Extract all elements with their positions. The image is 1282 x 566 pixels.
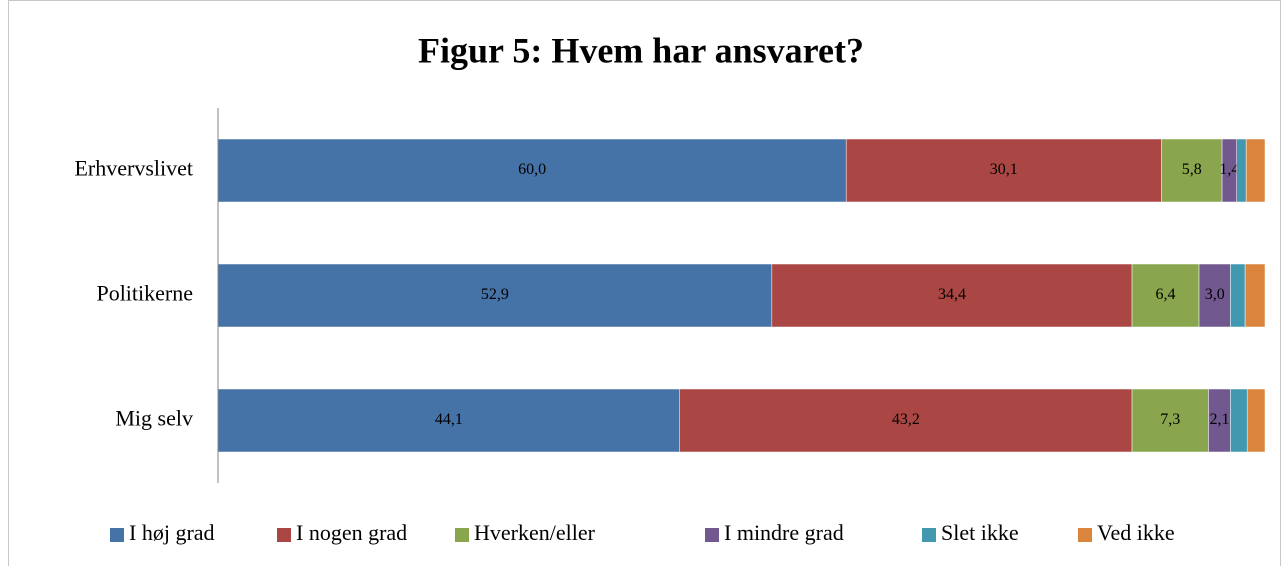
bar-segment (1245, 138, 1266, 203)
bar-segment (1244, 263, 1266, 328)
bar-segment (1230, 263, 1246, 328)
category-label: Erhvervslivet (74, 156, 193, 181)
bar-segment (1131, 263, 1200, 328)
category-label: Politikerne (96, 281, 193, 306)
bar-segment (1246, 388, 1266, 453)
chart-title: Figur 5: Hvem har ansvaret? (418, 30, 864, 70)
data-label: 1,4 (1219, 161, 1239, 178)
data-label: 34,4 (938, 286, 966, 303)
legend-label: I nogen grad (296, 520, 407, 545)
data-label: 30,1 (990, 161, 1018, 178)
bar-segment (845, 138, 1162, 203)
bar-segment (1230, 388, 1248, 453)
data-label: 5,8 (1182, 161, 1202, 178)
legend-label: Ved ikke (1097, 520, 1175, 545)
bar-segment (1161, 138, 1223, 203)
data-label: 52,9 (481, 286, 509, 303)
data-label: 43,2 (892, 411, 920, 428)
legend-swatch (922, 528, 936, 542)
legend-swatch (705, 528, 719, 542)
bar-segment (679, 388, 1133, 453)
bar-segment (217, 138, 847, 203)
legend-swatch (1078, 528, 1092, 542)
legend-label: I mindre grad (724, 520, 844, 545)
data-label: 44,1 (435, 411, 463, 428)
legend-label: Hverken/eller (474, 520, 596, 545)
data-label: 3,0 (1205, 286, 1225, 303)
legend-label: Slet ikke (941, 520, 1019, 545)
data-label: 2,1 (1209, 411, 1229, 428)
legend-label: I høj grad (129, 520, 215, 545)
data-label: 6,4 (1156, 286, 1176, 303)
bar-segment (217, 263, 773, 328)
category-label: Mig selv (115, 406, 193, 431)
bar-segment (771, 263, 1133, 328)
data-label: 60,0 (518, 161, 546, 178)
legend-swatch (110, 528, 124, 542)
data-label: 7,3 (1160, 411, 1180, 428)
bar-segment (1236, 138, 1247, 203)
bar-segment (217, 388, 680, 453)
bar-segment (1131, 388, 1209, 453)
legend-swatch (455, 528, 469, 542)
legend-swatch (277, 528, 291, 542)
